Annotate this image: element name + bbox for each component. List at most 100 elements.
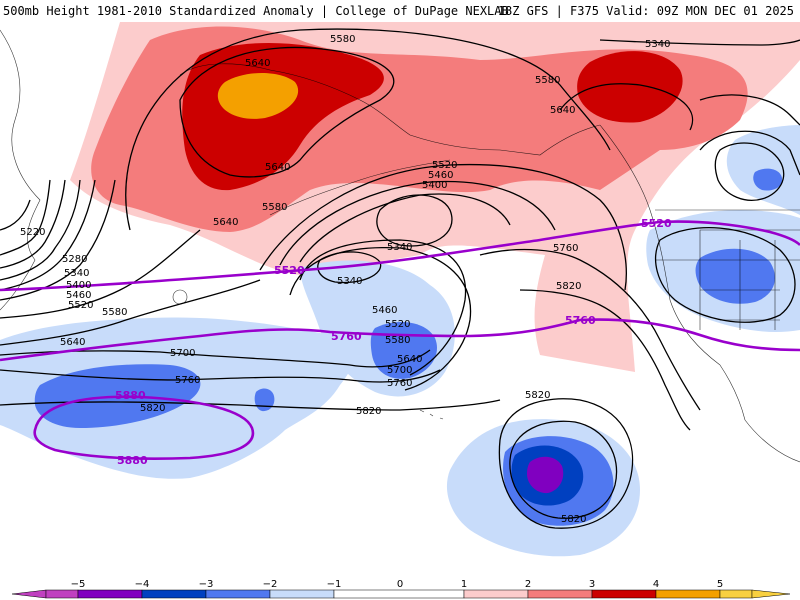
label-5280: 5280 [62,254,87,265]
label-5340-west: 5340 [64,268,89,279]
label-5640-alaska-b: 5640 [265,162,290,173]
anomaly-map: 5580 5340 5640 5580 5640 5520 5460 5400 … [0,22,800,580]
contour-5760-west [0,369,441,383]
label-purple-5880-bottom: 5880 [117,454,148,467]
contour-hi-ring-2 [509,420,618,519]
label-5820-west: 5820 [140,403,165,414]
purple-contour-5520 [0,220,800,292]
contour-5400-west [0,179,81,281]
label-5580-west: 5580 [102,307,127,318]
contour-5820-east [519,289,691,431]
anomaly-neg2-region-ne [753,168,783,191]
us-state-grid [655,209,800,330]
label-5460-low: 5460 [372,305,397,316]
label-5820-high-bottom: 5820 [561,514,586,525]
label-5700-west: 5700 [170,348,195,359]
label-5580-top: 5580 [330,34,355,45]
legend-swatch-neg3 [141,589,207,599]
legend-tick-neg5: −5 [71,579,86,590]
contour-5580-arc [125,28,611,231]
label-5640-low: 5640 [397,354,422,365]
contour-ne-ring-1 [699,94,800,126]
height-contours [0,28,800,529]
contour-5520-west [0,179,116,301]
label-5520-low: 5520 [385,319,410,330]
label-5820-mid: 5820 [356,406,381,417]
label-5220: 5220 [20,227,45,238]
contour-5820-west [0,399,501,411]
label-5700-low: 5700 [387,365,412,376]
label-5340-ne: 5340 [645,39,670,50]
legend-swatch-neg1 [269,589,335,599]
label-5640-west: 5640 [213,217,238,228]
anomaly-pos3-region-east [577,51,683,123]
contour-5460-west [0,179,96,291]
label-5340-low: 5340 [387,242,412,253]
label-5580-aleutian: 5580 [262,202,287,213]
anomaly-pos4-region [217,73,299,119]
label-purple-5520-mid: 5520 [274,264,305,277]
contour-5220-west [0,199,31,231]
contour-low-ring-2 [289,246,472,391]
anomaly-neg4-region [527,456,564,494]
purple-contours [0,220,800,461]
legend-tick-pos3: 3 [589,579,595,590]
legend-tick-neg1: −1 [327,579,342,590]
label-5640-east: 5640 [550,105,575,116]
contour-ne-ring-2 [714,142,785,201]
coastline-mexico [744,419,800,463]
model-run-info: 18Z GFS | F375 Valid: 09Z MON DEC 01 202… [497,4,794,18]
legend-tick-pos5: 5 [717,579,723,590]
contour-ne-ring-3 [699,130,800,176]
label-5760-west: 5760 [175,375,200,386]
legend-tick-pos2: 2 [525,579,531,590]
legend-tick-pos1: 1 [461,579,467,590]
label-5400-aleutian: 5400 [422,180,447,191]
legend-tick-neg3: −3 [199,579,214,590]
legend-arrow-right [751,589,791,599]
label-5760-low: 5760 [387,378,412,389]
contour-low-5340b [317,251,382,284]
label-5400-west: 5400 [66,280,91,291]
label-5820-east: 5820 [556,281,581,292]
contour-labels-purple: 5520 5520 5760 5760 5880 5880 [115,217,672,467]
contour-low-5340 [376,194,453,247]
coastline-alaska [179,63,601,156]
legend-swatch-neg4 [77,589,143,599]
purple-contour-5880 [33,395,255,461]
label-5340-low-2: 5340 [337,276,362,287]
legend-swatch-neg2 [205,589,271,599]
anomaly-color-legend: −5 −4 −3 −2 −1 0 1 2 3 4 5 [0,578,800,600]
contour-5460-aleutian [279,180,556,266]
label-5460-west: 5460 [66,290,91,301]
legend-swatch-pos4 [655,589,721,599]
label-5520-west: 5520 [68,300,93,311]
legend-swatch-pos2 [527,589,593,599]
label-5520-aleutian: 5520 [432,160,457,171]
contour-5640-west [0,279,261,346]
contour-5760-east [479,248,701,411]
contour-5340-west [0,179,66,269]
coastline-aleutians [269,159,451,216]
label-5820-high-top: 5820 [525,390,550,401]
contour-5640-alaska [179,46,395,178]
label-5460-aleutian: 5460 [428,170,453,181]
label-5640-alaska-a: 5640 [245,58,270,69]
label-purple-5760-mid: 5760 [331,330,362,343]
map-header: 500mb Height 1981-2010 Standardized Anom… [0,0,800,23]
label-purple-5880-top: 5880 [115,389,146,402]
contour-east-ring [655,227,796,323]
legend-swatch-pos3 [591,589,657,599]
legend-swatch-neg5 [45,589,79,599]
contour-5580-west [0,229,201,319]
legend-ticks: −5 −4 −3 −2 −1 0 1 2 3 4 5 [71,579,724,590]
contour-5340-ne [599,39,800,46]
legend-tick-0: 0 [397,579,403,590]
label-5640-sw: 5640 [60,337,85,348]
contour-hi-ring [498,398,634,529]
label-5760-east: 5760 [553,243,578,254]
purple-contour-5760 [0,318,800,362]
label-5580-mid: 5580 [535,75,560,86]
legend-swatch-neutral [333,589,465,599]
